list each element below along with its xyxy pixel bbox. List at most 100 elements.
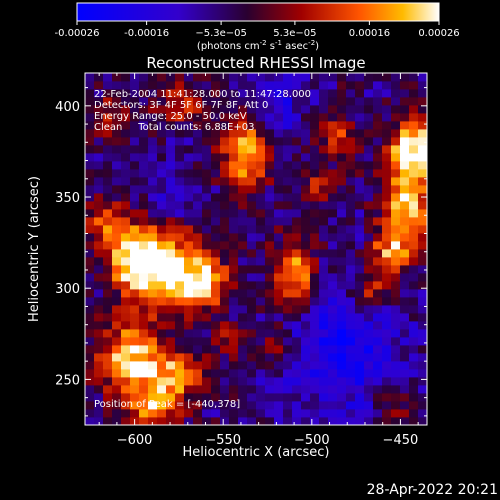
- heatmap-cell: [166, 241, 176, 250]
- heatmap-cell: [409, 393, 419, 402]
- heatmap-cell: [220, 297, 230, 306]
- colorbar-tick-label: 0.00016: [349, 28, 390, 39]
- heatmap-cell: [139, 121, 149, 130]
- heatmap-cell: [274, 73, 284, 82]
- heatmap-cell: [373, 193, 383, 202]
- heatmap-cell: [256, 193, 266, 202]
- heatmap-cell: [346, 177, 356, 186]
- heatmap-cell: [346, 353, 356, 362]
- heatmap-cell: [328, 249, 338, 258]
- heatmap-cell: [337, 241, 347, 250]
- heatmap-cell: [391, 289, 401, 298]
- heatmap-cell: [85, 281, 95, 290]
- heatmap-cell: [364, 281, 374, 290]
- heatmap-cell: [220, 129, 230, 138]
- heatmap-cell: [112, 321, 122, 330]
- heatmap-cell: [364, 329, 374, 338]
- heatmap-cell: [157, 409, 167, 418]
- heatmap-cell: [382, 193, 392, 202]
- heatmap-cell: [247, 217, 257, 226]
- heatmap-cell: [418, 225, 428, 234]
- heatmap-cell: [85, 81, 95, 90]
- heatmap-cell: [193, 297, 203, 306]
- heatmap-cell: [130, 249, 140, 258]
- heatmap-cell: [211, 129, 221, 138]
- heatmap-cell: [337, 209, 347, 218]
- heatmap-cell: [85, 417, 95, 426]
- heatmap-cell: [148, 393, 158, 402]
- heatmap-cell: [166, 369, 176, 378]
- heatmap-cell: [139, 129, 149, 138]
- heatmap-cell: [229, 329, 239, 338]
- heatmap-cell: [400, 321, 410, 330]
- heatmap-cell: [418, 353, 428, 362]
- heatmap-cell: [85, 401, 95, 410]
- heatmap-cell: [112, 369, 122, 378]
- heatmap-cell: [220, 265, 230, 274]
- heatmap-cell: [292, 137, 302, 146]
- heatmap-cell: [112, 153, 122, 162]
- heatmap-cell: [328, 161, 338, 170]
- heatmap-cell: [229, 265, 239, 274]
- heatmap-cell: [157, 313, 167, 322]
- heatmap-cell: [337, 289, 347, 298]
- heatmap-cell: [103, 377, 113, 386]
- heatmap-cell: [175, 353, 185, 362]
- heatmap-cell: [139, 361, 149, 370]
- heatmap-cell: [418, 73, 428, 82]
- heatmap-cell: [193, 233, 203, 242]
- heatmap-cell: [121, 105, 131, 114]
- heatmap-cell: [310, 233, 320, 242]
- heatmap-cell: [139, 113, 149, 122]
- heatmap-cell: [175, 97, 185, 106]
- heatmap-cell: [211, 97, 221, 106]
- heatmap-cell: [139, 273, 149, 282]
- heatmap-cell: [400, 385, 410, 394]
- heatmap-cell: [220, 153, 230, 162]
- heatmap-cell: [301, 105, 311, 114]
- heatmap-cell: [211, 193, 221, 202]
- heatmap-cell: [184, 193, 194, 202]
- heatmap-cell: [220, 193, 230, 202]
- heatmap-cell: [112, 161, 122, 170]
- heatmap-cell: [85, 105, 95, 114]
- heatmap-cell: [166, 161, 176, 170]
- heatmap-cell: [382, 401, 392, 410]
- heatmap-cell: [382, 145, 392, 154]
- heatmap-cell: [418, 97, 428, 106]
- heatmap-cell: [121, 97, 131, 106]
- heatmap-cell: [238, 273, 248, 282]
- heatmap-cell: [337, 361, 347, 370]
- heatmap-cell: [364, 201, 374, 210]
- heatmap-cell: [202, 209, 212, 218]
- colorbar-tick-label: −5.3e−05: [195, 28, 247, 39]
- heatmap-cell: [265, 185, 275, 194]
- heatmap-cell: [328, 201, 338, 210]
- heatmap-cell: [175, 81, 185, 90]
- heatmap-cell: [310, 265, 320, 274]
- heatmap-cell: [265, 289, 275, 298]
- heatmap-cell: [103, 369, 113, 378]
- heatmap-cell: [148, 353, 158, 362]
- heatmap-cell: [274, 377, 284, 386]
- heatmap-cell: [346, 393, 356, 402]
- heatmap-cell: [391, 257, 401, 266]
- heatmap-cell: [337, 313, 347, 322]
- heatmap-cell: [310, 313, 320, 322]
- heatmap-cell: [220, 177, 230, 186]
- heatmap-cell: [373, 289, 383, 298]
- heatmap-cell: [265, 233, 275, 242]
- heatmap-cell: [175, 241, 185, 250]
- heatmap-cell: [85, 217, 95, 226]
- heatmap-cell: [373, 297, 383, 306]
- heatmap-cell: [184, 369, 194, 378]
- heatmap-cell: [121, 329, 131, 338]
- heatmap-cell: [364, 401, 374, 410]
- heatmap-cell: [409, 129, 419, 138]
- heatmap-cell: [247, 209, 257, 218]
- heatmap-cell: [337, 169, 347, 178]
- heatmap-cell: [94, 289, 104, 298]
- heatmap-cell: [274, 249, 284, 258]
- heatmap-cell: [157, 177, 167, 186]
- heatmap-cell: [409, 225, 419, 234]
